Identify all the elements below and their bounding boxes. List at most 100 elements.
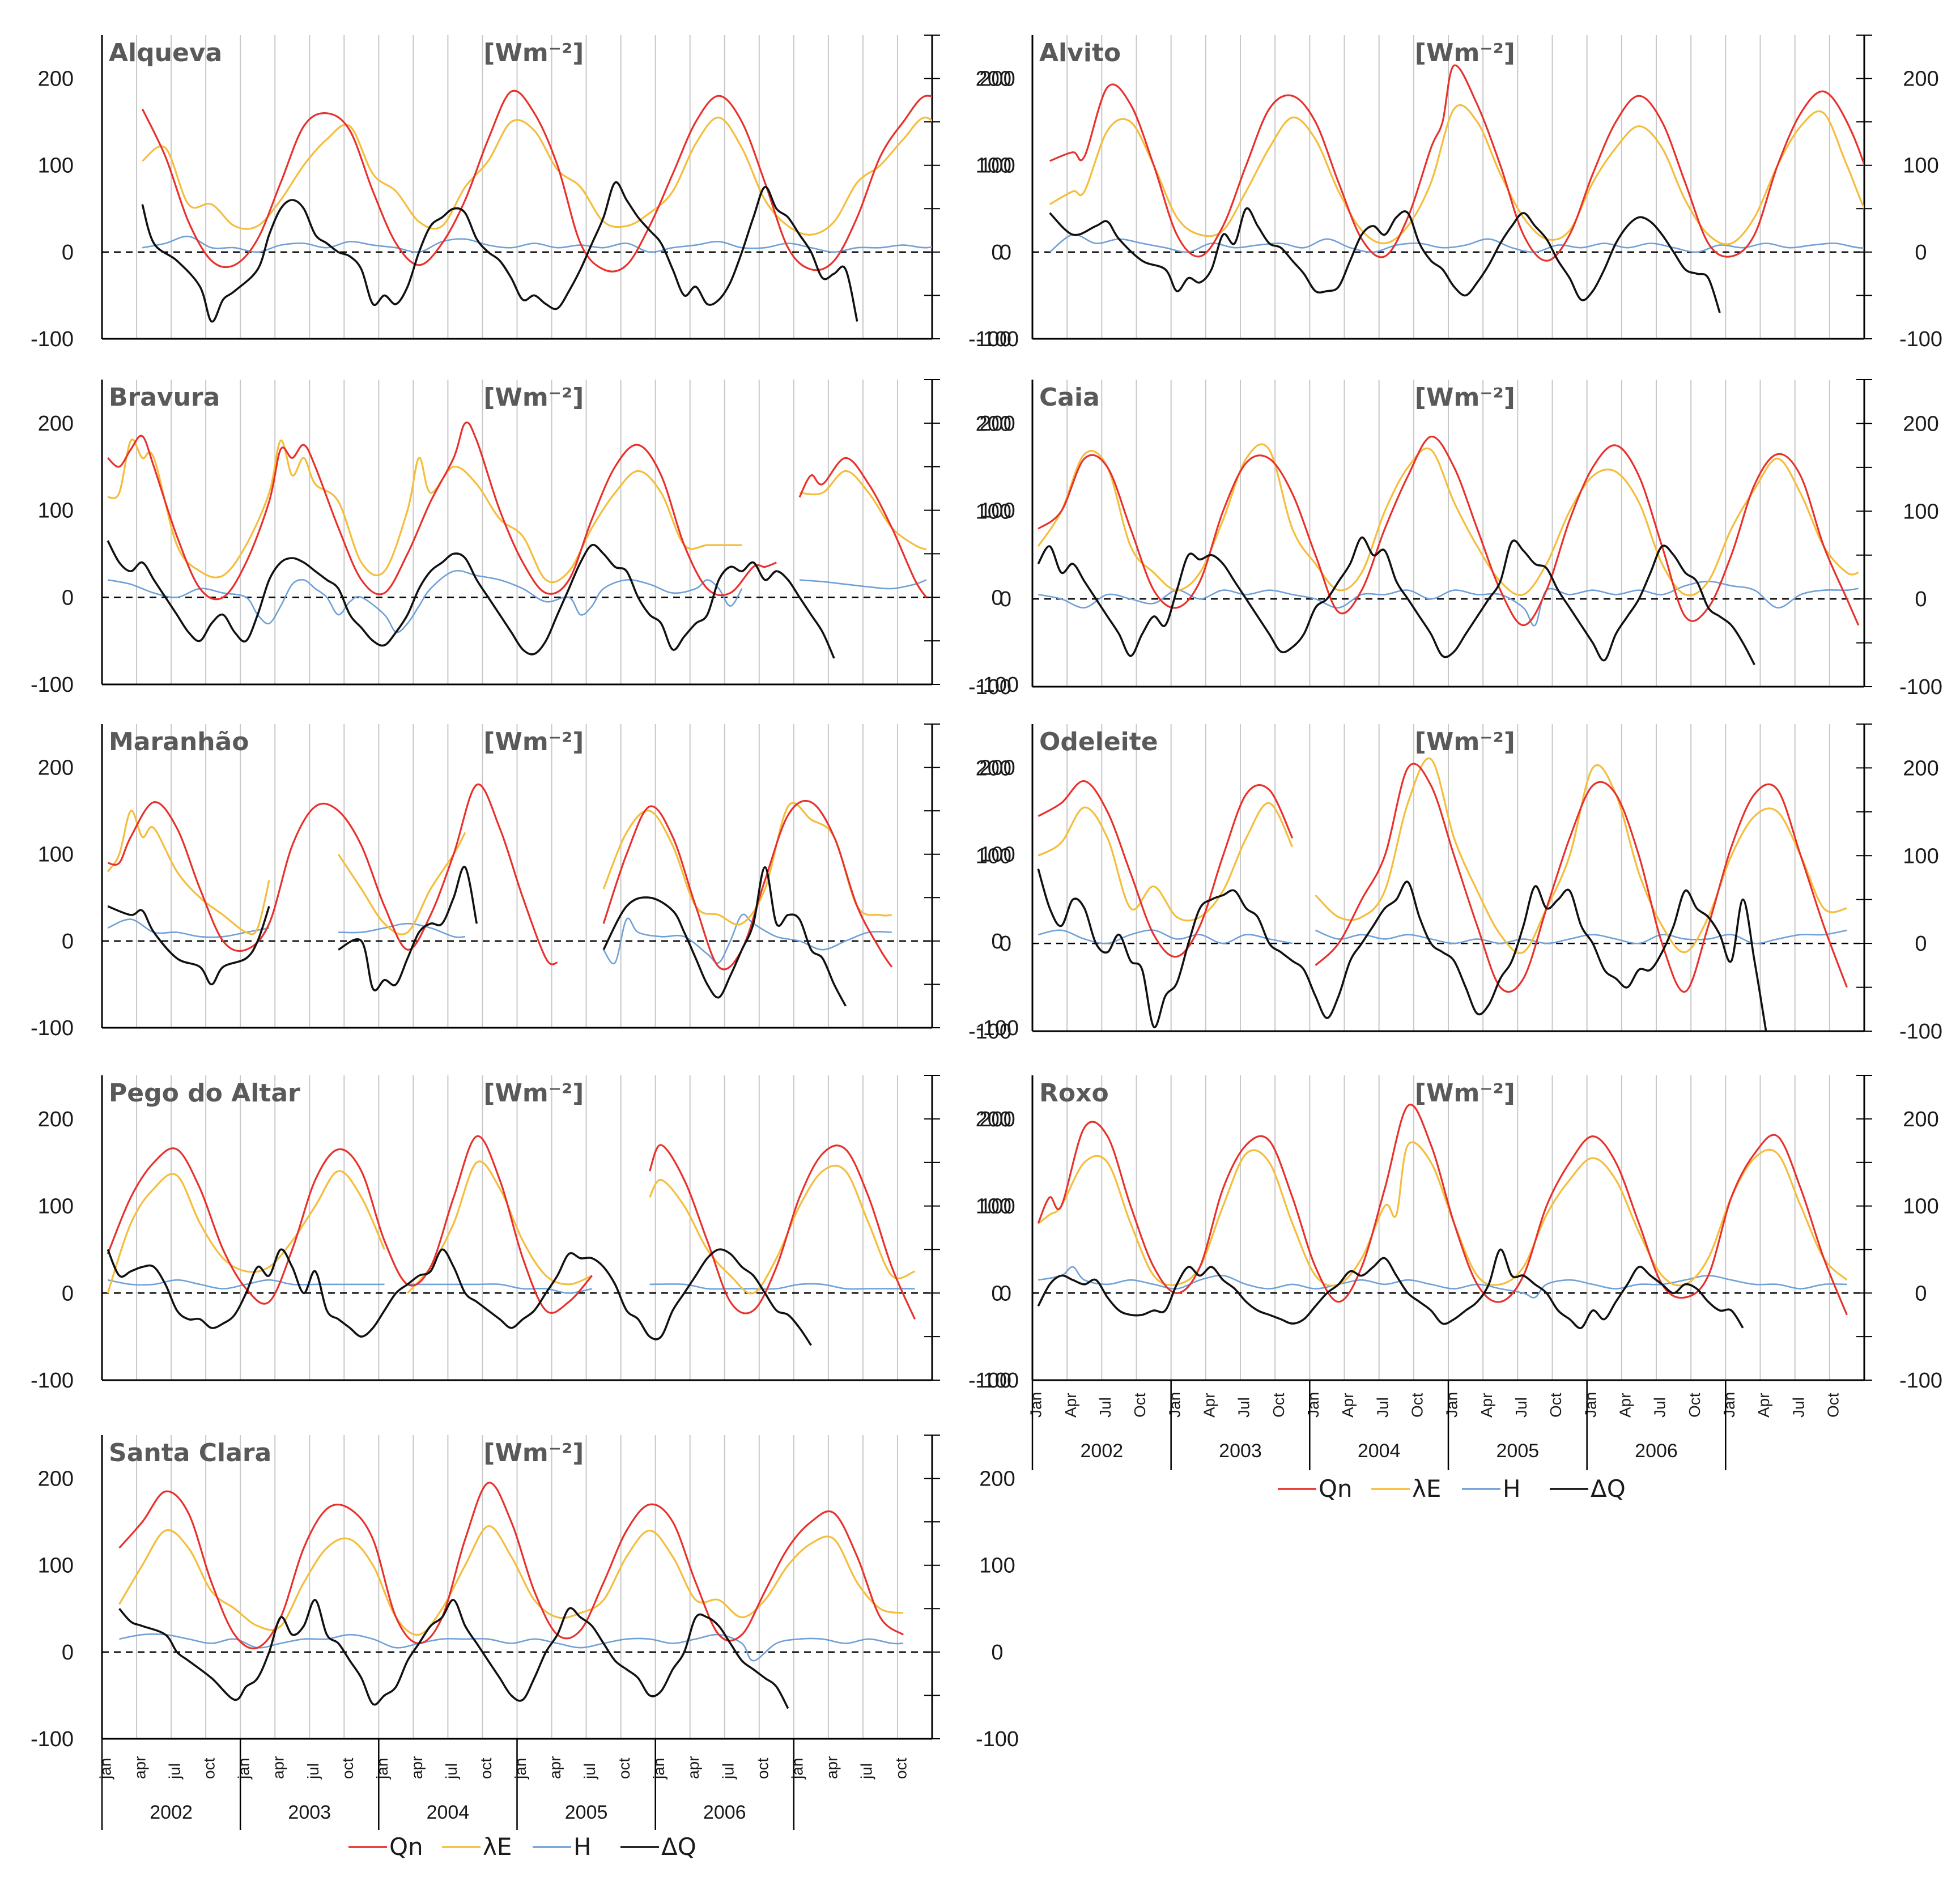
chart-title: Pego do Altar [109,1079,300,1108]
month-label: jan [97,1758,114,1780]
y-tick-label-right: 100 [1903,844,1938,868]
year-label: 2006 [703,1802,746,1823]
y-tick-label-right: 0 [1915,932,1927,956]
series-le-line [118,1525,904,1636]
y-tick-label-left: -100 [31,1016,74,1040]
series-qn-line [141,90,932,273]
year-label: 2002 [150,1802,193,1823]
series-le2-line [799,470,927,551]
y-tick-label-left: 0 [62,1282,74,1305]
y-tick-label-left: 200 [976,1108,1011,1131]
y-tick-label-right: 100 [1903,154,1938,178]
month-label: Apr [1339,1393,1357,1418]
month-label: oct [201,1757,218,1779]
series-le-line [142,116,932,236]
month-label: oct [615,1757,633,1779]
y-tick-label-left: 200 [38,412,74,436]
month-label: Jul [1374,1397,1391,1418]
month-label: apr [546,1756,564,1779]
y-tick-label-left: 0 [62,930,74,954]
series-qn-line [118,1482,904,1650]
unit-label: [Wm⁻²] [483,39,584,67]
time-axis-santa-clara: jan apr jul oct jan apr jul oct jan apr jul oct jan a… [97,1739,909,1830]
y-tick-label-left: 0 [62,241,74,265]
y-tick-label-right: -100 [976,1369,1019,1393]
month-label: oct [339,1757,356,1779]
y-tick-label-right: 100 [979,499,1015,523]
series-le-line [107,810,270,935]
series-le-line [1049,104,1864,245]
y-tick-label-right: -100 [976,673,1019,697]
series-dq-line [1049,207,1721,313]
series-h-line [1049,233,1864,253]
month-label: oct [477,1757,495,1779]
series-dq-line [107,540,835,659]
y-tick-label-right: 100 [979,1554,1015,1578]
series-dq-line [118,1599,789,1709]
month-label: jan [788,1758,806,1780]
y-tick-label-left: 100 [38,843,74,867]
series-h-line [142,235,932,253]
month-label: jul [443,1763,460,1780]
y-tick-label-left: -100 [968,675,1011,699]
y-tick-label-right: 100 [979,843,1015,867]
month-label: Jul [1789,1397,1807,1418]
series-qn-line [107,783,558,965]
y-tick-label-left: 0 [1000,588,1011,611]
year-label: 2005 [1496,1440,1540,1462]
y-tick-label-left: 0 [1000,1282,1011,1305]
series-qn2-line [602,799,893,971]
y-tick-label-right: -100 [1899,1020,1942,1044]
month-label: Apr [1062,1393,1079,1418]
y-tick-label-right: 100 [979,154,1015,178]
unit-label: [Wm⁻²] [483,727,584,756]
y-tick-label-left: 100 [976,844,1011,868]
y-tick-label-left: 100 [38,154,74,178]
series-le-line [107,1170,385,1293]
unit-label: [Wm⁻²] [483,1079,584,1108]
y-tick-label-left: 100 [976,500,1011,524]
y-tick-label-right: 0 [991,1282,1003,1305]
series-h-line [1038,1266,1847,1299]
series-h3-line [603,913,892,965]
month-label: jul [166,1763,184,1780]
year-label: 2002 [1081,1440,1124,1462]
y-tick-label-right: 100 [1903,500,1938,524]
y-tick-label-right: 200 [979,1108,1015,1131]
year-label: 2003 [1219,1440,1262,1462]
y-tick-label-right: -100 [1899,1369,1942,1393]
y-tick-label-left: 0 [1000,241,1011,265]
unit-label: [Wm⁻²] [1415,383,1515,412]
y-tick-label-right: 200 [1903,756,1938,780]
series-h2-line [338,922,465,938]
month-label: apr [408,1756,426,1779]
y-tick-label-right: 200 [1903,412,1938,436]
y-tick-label-left: 0 [62,586,74,610]
y-tick-label-left: 200 [38,1108,74,1131]
month-label: Jul [1512,1397,1530,1418]
legend-label: H [1503,1475,1521,1503]
month-label: Oct [1408,1393,1426,1418]
chart-title: Alqueva [109,39,222,67]
y-tick-label-right: 200 [979,1467,1015,1491]
chart-title: Roxo [1039,1079,1109,1108]
series-dq-line [141,181,858,323]
series-qn-line [1049,64,1864,262]
y-tick-label-right: 200 [979,756,1015,780]
unit-label: [Wm⁻²] [483,1439,584,1467]
series-qn-line [107,1135,593,1314]
legend-bottom: Qn λE H ΔQ [348,1833,696,1861]
month-label: Apr [1755,1393,1772,1418]
month-label: oct [892,1757,909,1779]
y-tick-label-right: -100 [976,327,1019,351]
month-label: jul [581,1763,598,1780]
month-label: jan [235,1758,253,1780]
chart-title: Santa Clara [109,1439,271,1467]
legend-label: ΔQ [1591,1475,1626,1503]
month-label: Apr [1616,1393,1634,1418]
year-label: 2004 [1358,1440,1401,1462]
